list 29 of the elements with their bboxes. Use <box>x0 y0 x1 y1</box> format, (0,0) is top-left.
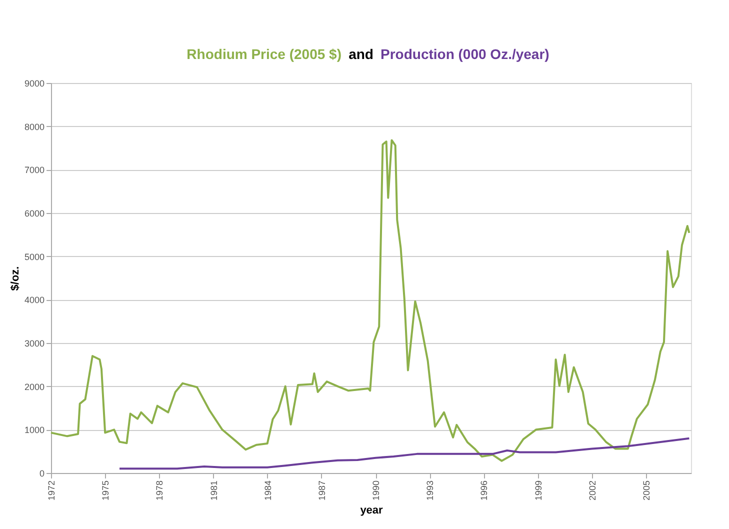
x-tick-label: 1978 <box>154 480 165 501</box>
text: Production (000 Oz./year) <box>380 46 550 62</box>
y-axis-title: $/oz. <box>9 266 22 291</box>
x-tick-label: 1987 <box>316 480 327 501</box>
x-tick-label: 1993 <box>425 480 436 501</box>
line-series <box>118 437 690 470</box>
text: and <box>348 46 374 62</box>
line-series <box>50 139 690 462</box>
x-tick-label: 2005 <box>641 480 652 501</box>
y-tick-label: 2000 <box>24 382 44 392</box>
y-tick-label: 9000 <box>24 78 44 88</box>
x-tick-label: 1996 <box>479 480 490 501</box>
y-tick-label: 6000 <box>24 208 44 218</box>
x-tick-label: 1990 <box>371 480 382 501</box>
y-tick-label: 8000 <box>24 122 44 132</box>
x-tick-label: 1984 <box>262 480 273 501</box>
x-tick-label: 1972 <box>46 480 56 501</box>
y-tick-label: 4000 <box>24 295 44 306</box>
text: Rhodium Price (2005 $) <box>186 46 342 62</box>
x-tick-label: 2002 <box>587 480 598 501</box>
y-tick-label: 7000 <box>24 165 44 176</box>
x-tick-label: 1981 <box>208 480 219 501</box>
y-tick-label: 1000 <box>24 425 44 436</box>
y-tick-label: 5000 <box>24 252 44 262</box>
y-tick-label: 3000 <box>24 338 44 348</box>
x-tick-label: 1999 <box>533 480 544 501</box>
x-tick-label: 1975 <box>100 480 111 501</box>
y-tick-label: 0 <box>39 468 44 478</box>
x-axis-title: year <box>360 504 384 517</box>
